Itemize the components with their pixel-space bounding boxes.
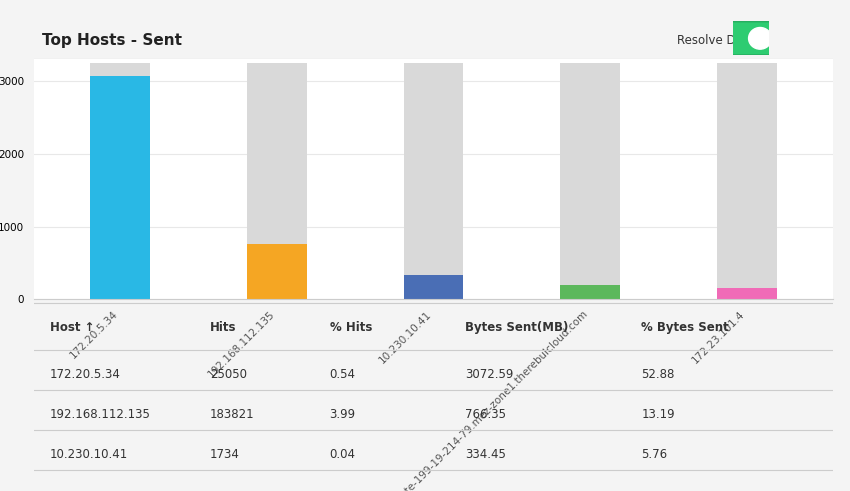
Bar: [247, 63, 307, 299]
Text: 3072.59: 3072.59: [466, 368, 514, 382]
Text: 10.230.10.41: 10.230.10.41: [50, 448, 128, 462]
Text: 25050: 25050: [210, 368, 246, 382]
Text: 5.76: 5.76: [641, 448, 667, 462]
Text: 3.99: 3.99: [330, 409, 356, 421]
Text: 0.54: 0.54: [330, 368, 355, 382]
Text: Hits: Hits: [210, 321, 236, 334]
Bar: [560, 63, 620, 299]
Text: 0.04: 0.04: [330, 448, 355, 462]
Text: 1734: 1734: [210, 448, 240, 462]
Text: Host ↑: Host ↑: [50, 321, 94, 334]
Text: 192.168.112.135: 192.168.112.135: [50, 409, 150, 421]
Bar: [560, 285, 620, 299]
Bar: [404, 63, 463, 299]
Bar: [90, 76, 150, 299]
Text: % Bytes Sent: % Bytes Sent: [641, 321, 729, 334]
Text: 334.45: 334.45: [466, 448, 507, 462]
Bar: [404, 275, 463, 299]
Bar: [90, 63, 150, 299]
Bar: [717, 63, 777, 299]
Text: % Hits: % Hits: [330, 321, 372, 334]
Text: 766.35: 766.35: [466, 409, 507, 421]
Bar: [717, 288, 777, 299]
Text: Resolve DNS: Resolve DNS: [677, 34, 752, 47]
Text: 183821: 183821: [210, 409, 254, 421]
Text: Bytes Sent(MB): Bytes Sent(MB): [466, 321, 569, 334]
Text: 52.88: 52.88: [641, 368, 675, 382]
Text: Top Hosts - Sent: Top Hosts - Sent: [42, 33, 182, 48]
Text: 13.19: 13.19: [641, 409, 675, 421]
Bar: [247, 244, 307, 299]
Text: 172.20.5.34: 172.20.5.34: [50, 368, 121, 382]
